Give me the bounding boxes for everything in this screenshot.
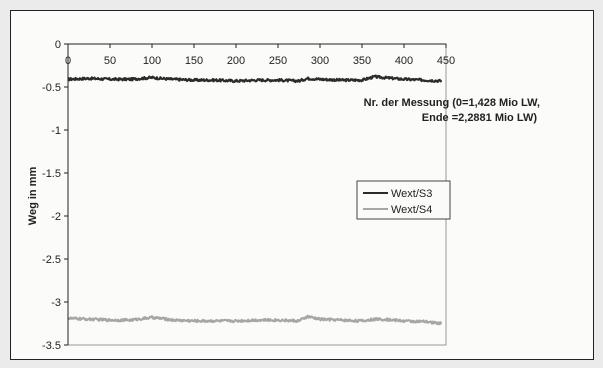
x-tick-label: 0 xyxy=(65,55,71,67)
x-tick-label: 250 xyxy=(269,55,287,67)
x-tick-label: 450 xyxy=(437,55,455,67)
x-tick-label: 400 xyxy=(395,55,413,67)
x-tick-label: 300 xyxy=(311,55,329,67)
y-tick-label: -0.5 xyxy=(42,82,61,94)
series-line-wext-s4 xyxy=(67,314,443,326)
x-tick-label: 350 xyxy=(353,55,371,67)
y-tick-label: -1.5 xyxy=(42,168,61,180)
x-tick-label: 100 xyxy=(143,55,161,67)
chart-frame xyxy=(10,10,594,360)
x-axis-title-line-2: Ende =2,2881 Mio LW) xyxy=(422,112,538,124)
legend-label-wext-s4: Wext/S4 xyxy=(391,204,432,216)
series-layer xyxy=(67,74,443,326)
axes-layer: 0 -0.5 -1 -1.5 -2 -2.5 -3 -3.5 0 50 100 150 200 250 30… xyxy=(42,39,455,352)
x-tick-label: 150 xyxy=(185,55,203,67)
y-tick-label: -1 xyxy=(51,125,61,137)
y-tick-label: -2 xyxy=(51,211,61,223)
legend-box xyxy=(356,180,451,220)
x-tick-label: 200 xyxy=(227,55,245,67)
y-tick-label: -3.5 xyxy=(42,340,61,352)
series-line-wext-s3 xyxy=(67,74,443,84)
legend-label-wext-s3: Wext/S3 xyxy=(391,188,432,200)
x-tick-label: 50 xyxy=(104,55,116,67)
x-axis-title-line-1: Nr. der Messung (0=1,428 Mio LW, xyxy=(364,97,540,109)
y-tick-label: -3 xyxy=(51,297,61,309)
legend: Wext/S3 Wext/S4 xyxy=(356,180,451,220)
y-tick-label: 0 xyxy=(55,39,61,51)
y-axis-title: Weg in mm xyxy=(27,167,39,226)
y-tick-label: -2.5 xyxy=(42,254,61,266)
